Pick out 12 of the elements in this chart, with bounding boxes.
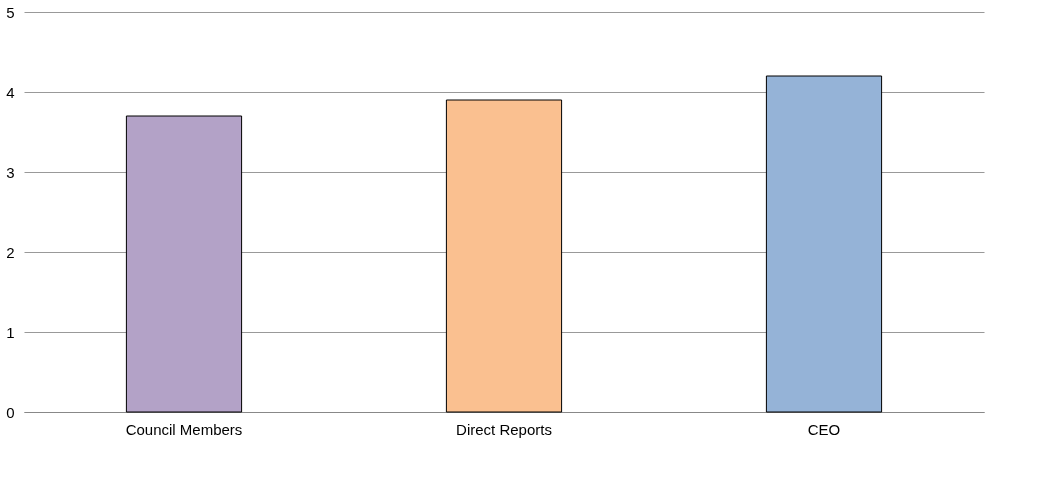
y-tick-label: 4	[6, 83, 15, 101]
x-tick-label: Council Members	[125, 420, 243, 438]
y-tick-label: 1	[6, 323, 15, 341]
y-tick-label: 5	[6, 3, 15, 21]
bar	[125, 115, 243, 413]
y-tick-label: 3	[6, 163, 15, 181]
y-tick-label: 0	[6, 403, 15, 421]
bar	[765, 75, 883, 413]
x-tick-label: CEO	[807, 420, 841, 438]
bar	[445, 99, 563, 413]
x-tick-label: Direct Reports	[456, 420, 552, 438]
y-tick-label: 2	[6, 243, 15, 261]
